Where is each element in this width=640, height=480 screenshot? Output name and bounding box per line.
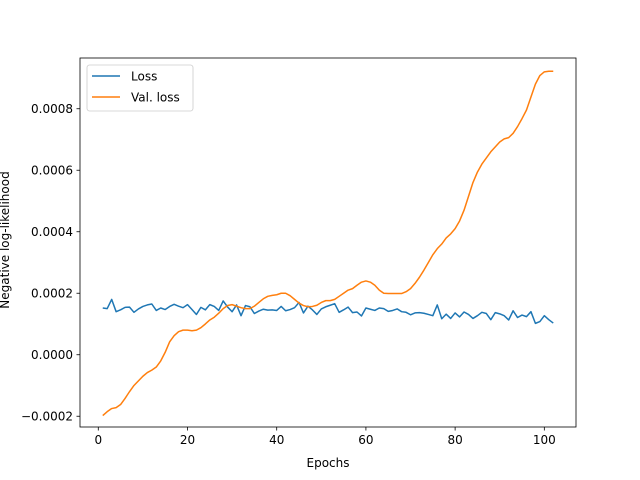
x-axis-label: Epochs [307, 456, 350, 470]
y-axis-ticks: −0.0002 0.0000 0.0002 0.0004 0.0006 0.0008 [21, 102, 80, 423]
legend: Loss Val. loss [86, 64, 194, 112]
series-line-0 [102, 298, 554, 325]
y-tick-label: 0.0008 [31, 102, 73, 116]
x-tick-label: 100 [533, 433, 556, 447]
legend-label-0: Loss [131, 69, 157, 83]
y-tick-label: −0.0002 [21, 409, 73, 423]
plot-area [79, 57, 577, 428]
y-tick-label: 0.0002 [31, 286, 73, 300]
axes-frame [79, 57, 577, 428]
x-tick-label: 20 [180, 433, 195, 447]
y-tick-label: 0.0000 [31, 348, 73, 362]
x-tick-label: 60 [358, 433, 373, 447]
x-axis-ticks: 0 20 40 60 80 100 [94, 427, 556, 447]
y-tick-label: 0.0006 [31, 163, 73, 177]
x-tick-label: 80 [447, 433, 462, 447]
y-tick-label: 0.0004 [31, 225, 73, 239]
series-line-1 [102, 70, 554, 417]
y-axis-label: Negative log-likelihood [0, 171, 12, 308]
x-tick-label: 40 [269, 433, 284, 447]
x-tick-label: 0 [94, 433, 102, 447]
legend-label-1: Val. loss [131, 90, 180, 104]
